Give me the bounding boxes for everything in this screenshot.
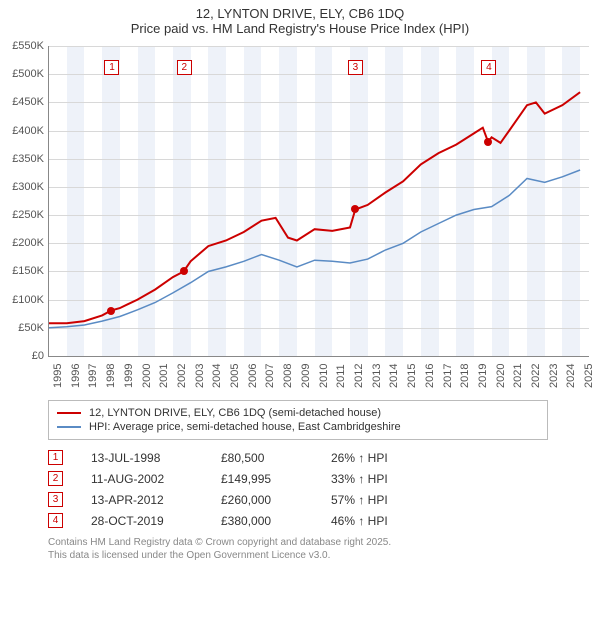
- sale-marker-box: 4: [481, 60, 496, 75]
- sale-row: 1 13-JUL-1998£80,50026% ↑ HPI: [48, 450, 600, 465]
- x-axis-label: 2009: [300, 364, 312, 388]
- sale-date: 28-OCT-2019: [91, 514, 221, 528]
- sale-row-marker: 3: [48, 492, 63, 507]
- chart-container: 12, LYNTON DRIVE, ELY, CB6 1DQ Price pai…: [0, 0, 600, 562]
- sale-marker-box: 2: [177, 60, 192, 75]
- x-axis-label: 2006: [247, 364, 259, 388]
- x-axis-label: 2018: [459, 364, 471, 388]
- legend-item: HPI: Average price, semi-detached house,…: [57, 421, 539, 433]
- x-axis-label: 2016: [424, 364, 436, 388]
- x-axis-label: 2013: [371, 364, 383, 388]
- y-axis-label: £400K: [0, 125, 44, 137]
- legend: 12, LYNTON DRIVE, ELY, CB6 1DQ (semi-det…: [48, 400, 548, 440]
- x-axis-label: 2020: [495, 364, 507, 388]
- x-axis-label: 2025: [583, 364, 595, 388]
- x-axis-label: 2005: [229, 364, 241, 388]
- footer-attribution: Contains HM Land Registry data © Crown c…: [48, 536, 600, 562]
- sale-date: 13-APR-2012: [91, 493, 221, 507]
- y-axis-label: £450K: [0, 96, 44, 108]
- title-block: 12, LYNTON DRIVE, ELY, CB6 1DQ Price pai…: [0, 0, 600, 36]
- sale-marker-box: 1: [104, 60, 119, 75]
- x-axis-label: 1998: [105, 364, 117, 388]
- x-axis-label: 2002: [176, 364, 188, 388]
- x-axis-label: 2011: [335, 364, 347, 388]
- x-axis-label: 1995: [52, 364, 64, 388]
- x-axis-label: 2012: [353, 364, 365, 388]
- x-axis-label: 2008: [282, 364, 294, 388]
- sale-price: £260,000: [221, 493, 331, 507]
- footer-line1: Contains HM Land Registry data © Crown c…: [48, 536, 600, 549]
- x-axis-label: 2000: [141, 364, 153, 388]
- x-axis-label: 2023: [548, 364, 560, 388]
- sale-row-marker: 4: [48, 513, 63, 528]
- sales-table: 1 13-JUL-1998£80,50026% ↑ HPI 2 11-AUG-2002…: [48, 450, 600, 528]
- y-axis-label: £50K: [0, 322, 44, 334]
- sale-marker-dot: [107, 307, 115, 315]
- x-axis-label: 2024: [565, 364, 577, 388]
- sale-diff: 33% ↑ HPI: [331, 472, 431, 486]
- sale-date: 11-AUG-2002: [91, 472, 221, 486]
- x-axis-label: 2022: [530, 364, 542, 388]
- series-line: [49, 92, 580, 323]
- sale-row-marker: 1: [48, 450, 63, 465]
- x-axis-label: 2010: [318, 364, 330, 388]
- x-axis-label: 2003: [194, 364, 206, 388]
- sale-price: £80,500: [221, 451, 331, 465]
- footer-line2: This data is licensed under the Open Gov…: [48, 549, 600, 562]
- sale-diff: 46% ↑ HPI: [331, 514, 431, 528]
- sale-row: 3 13-APR-2012£260,00057% ↑ HPI: [48, 492, 600, 507]
- y-axis-label: £350K: [0, 153, 44, 165]
- sale-row: 4 28-OCT-2019£380,00046% ↑ HPI: [48, 513, 600, 528]
- legend-label: 12, LYNTON DRIVE, ELY, CB6 1DQ (semi-det…: [89, 407, 381, 419]
- legend-swatch: [57, 426, 81, 428]
- y-axis-label: £500K: [0, 68, 44, 80]
- sale-marker-dot: [351, 205, 359, 213]
- sale-marker-dot: [180, 267, 188, 275]
- x-axis-label: 2017: [442, 364, 454, 388]
- x-axis-label: 2015: [406, 364, 418, 388]
- sale-diff: 26% ↑ HPI: [331, 451, 431, 465]
- title-address: 12, LYNTON DRIVE, ELY, CB6 1DQ: [0, 6, 600, 21]
- x-axis-label: 2001: [158, 364, 170, 388]
- x-axis-label: 2014: [388, 364, 400, 388]
- x-axis-label: 1997: [87, 364, 99, 388]
- x-axis-label: 2021: [512, 364, 524, 388]
- legend-item: 12, LYNTON DRIVE, ELY, CB6 1DQ (semi-det…: [57, 407, 539, 419]
- y-axis-label: £150K: [0, 265, 44, 277]
- x-axis-label: 1999: [123, 364, 135, 388]
- x-axis-label: 1996: [70, 364, 82, 388]
- sale-diff: 57% ↑ HPI: [331, 493, 431, 507]
- title-subtitle: Price paid vs. HM Land Registry's House …: [0, 21, 600, 36]
- sale-row: 2 11-AUG-2002£149,99533% ↑ HPI: [48, 471, 600, 486]
- legend-label: HPI: Average price, semi-detached house,…: [89, 421, 401, 433]
- sale-marker-box: 3: [348, 60, 363, 75]
- x-axis-label: 2007: [264, 364, 276, 388]
- y-axis-label: £300K: [0, 181, 44, 193]
- plot-area: 1 2 3 4: [48, 46, 589, 357]
- sale-price: £380,000: [221, 514, 331, 528]
- y-axis-label: £200K: [0, 237, 44, 249]
- y-axis-label: £100K: [0, 294, 44, 306]
- sale-marker-dot: [484, 138, 492, 146]
- chart-area: 1 2 3 4 £0 £50K £100K £150K £200K £250K £300K £350…: [0, 36, 600, 396]
- x-axis-label: 2004: [211, 364, 223, 388]
- line-svg: [49, 46, 589, 356]
- x-axis-label: 2019: [477, 364, 489, 388]
- sale-price: £149,995: [221, 472, 331, 486]
- legend-swatch: [57, 412, 81, 414]
- y-axis-label: £550K: [0, 40, 44, 52]
- sale-date: 13-JUL-1998: [91, 451, 221, 465]
- y-axis-label: £0: [0, 350, 44, 362]
- sale-row-marker: 2: [48, 471, 63, 486]
- y-axis-label: £250K: [0, 209, 44, 221]
